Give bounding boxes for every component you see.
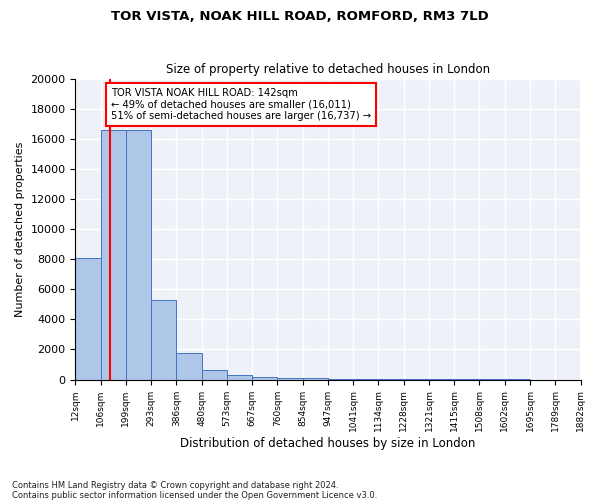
Bar (176, 352, 202, 380)
Bar (76, 258, 101, 380)
Text: TOR VISTA NOAK HILL ROAD: 142sqm
← 49% of detached houses are smaller (16,011)
5: TOR VISTA NOAK HILL ROAD: 142sqm ← 49% o… (111, 88, 371, 121)
X-axis label: Distribution of detached houses by size in London: Distribution of detached houses by size … (180, 437, 476, 450)
Y-axis label: Number of detached properties: Number of detached properties (15, 142, 25, 317)
Bar (328, 378, 353, 380)
Bar (227, 374, 252, 380)
Bar (126, 130, 151, 380)
Bar (202, 370, 227, 380)
Text: Contains HM Land Registry data © Crown copyright and database right 2024.: Contains HM Land Registry data © Crown c… (12, 480, 338, 490)
Bar (277, 378, 302, 380)
Title: Size of property relative to detached houses in London: Size of property relative to detached ho… (166, 63, 490, 76)
Bar (101, 130, 126, 380)
Bar (379, 379, 404, 380)
Text: TOR VISTA, NOAK HILL ROAD, ROMFORD, RM3 7LD: TOR VISTA, NOAK HILL ROAD, ROMFORD, RM3 … (111, 10, 489, 23)
Text: Contains public sector information licensed under the Open Government Licence v3: Contains public sector information licen… (12, 490, 377, 500)
Bar (252, 376, 277, 380)
Bar (353, 379, 379, 380)
Bar (151, 300, 176, 380)
Bar (302, 378, 328, 380)
